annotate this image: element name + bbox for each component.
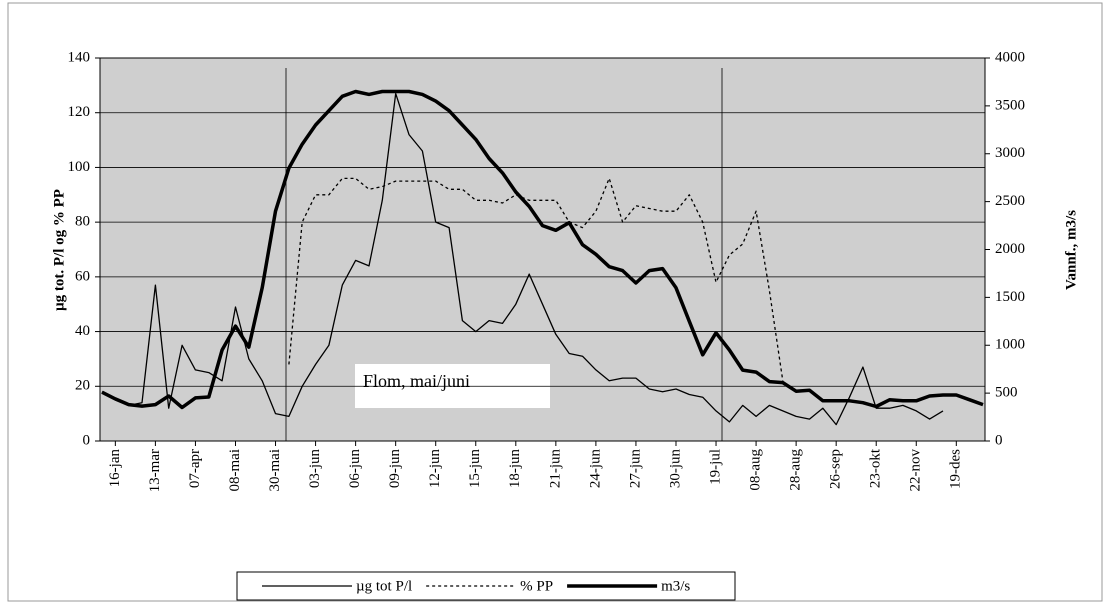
y-tick-label: 20 [75, 378, 90, 394]
y-tick-label: 60 [75, 268, 90, 284]
y2-tick-label: 2000 [995, 241, 1025, 257]
x-tick-label: 19-jul [707, 449, 723, 485]
x-tick-label: 16-jan [107, 449, 123, 488]
x-tick-label: 24-jun [587, 449, 603, 489]
y-tick-label: 40 [75, 323, 90, 339]
x-tick-label: 30-mai [267, 449, 283, 492]
legend-label: % PP [520, 578, 553, 594]
legend-label: m3/s [661, 578, 690, 594]
x-tick-label: 18-jun [507, 449, 523, 489]
x-tick-label: 09-jun [387, 449, 403, 489]
x-tick-label: 08-mai [227, 449, 243, 492]
y-tick-label: 80 [75, 214, 90, 230]
y2-tick-label: 3000 [995, 145, 1025, 161]
x-tick-label: 03-jun [307, 449, 323, 489]
x-tick-label: 28-aug [788, 449, 804, 491]
y2-tick-label: 1500 [995, 289, 1025, 305]
x-tick-label: 26-sep [828, 449, 844, 489]
y2-tick-label: 4000 [995, 49, 1025, 65]
annotation: Flom, mai/juni [363, 371, 470, 391]
legend-label: µg tot P/l [356, 578, 412, 594]
y2-axis-label: Vannf., m3/s [1063, 210, 1079, 290]
y-tick-label: 100 [68, 159, 91, 175]
y2-tick-label: 0 [995, 432, 1003, 448]
x-tick-label: 12-jun [427, 449, 443, 489]
x-tick-label: 13-mar [147, 449, 163, 492]
x-tick-label: 27-jun [627, 449, 643, 489]
y-axis-label: µg tot. P/l og % PP [51, 189, 67, 311]
y2-tick-label: 3500 [995, 97, 1025, 113]
y-tick-label: 120 [68, 104, 91, 120]
y-tick-label: 140 [68, 49, 91, 65]
y2-tick-label: 1000 [995, 337, 1025, 353]
series-line [101, 92, 944, 426]
x-tick-label: 19-des [948, 449, 964, 489]
series-line [288, 177, 784, 381]
x-tick-label: 21-jun [547, 449, 563, 489]
y2-tick-label: 500 [995, 385, 1018, 401]
series-line [101, 89, 984, 410]
x-tick-label: 07-apr [187, 449, 203, 488]
x-tick-label: 30-jun [667, 449, 683, 489]
y-tick-label: 0 [83, 432, 91, 448]
y2-tick-label: 2500 [995, 193, 1025, 209]
x-tick-label: 06-jun [347, 449, 363, 489]
x-tick-label: 23-okt [868, 448, 884, 488]
x-tick-label: 08-aug [748, 449, 764, 491]
x-tick-label: 22-nov [908, 449, 924, 492]
x-tick-label: 15-jun [467, 449, 483, 489]
